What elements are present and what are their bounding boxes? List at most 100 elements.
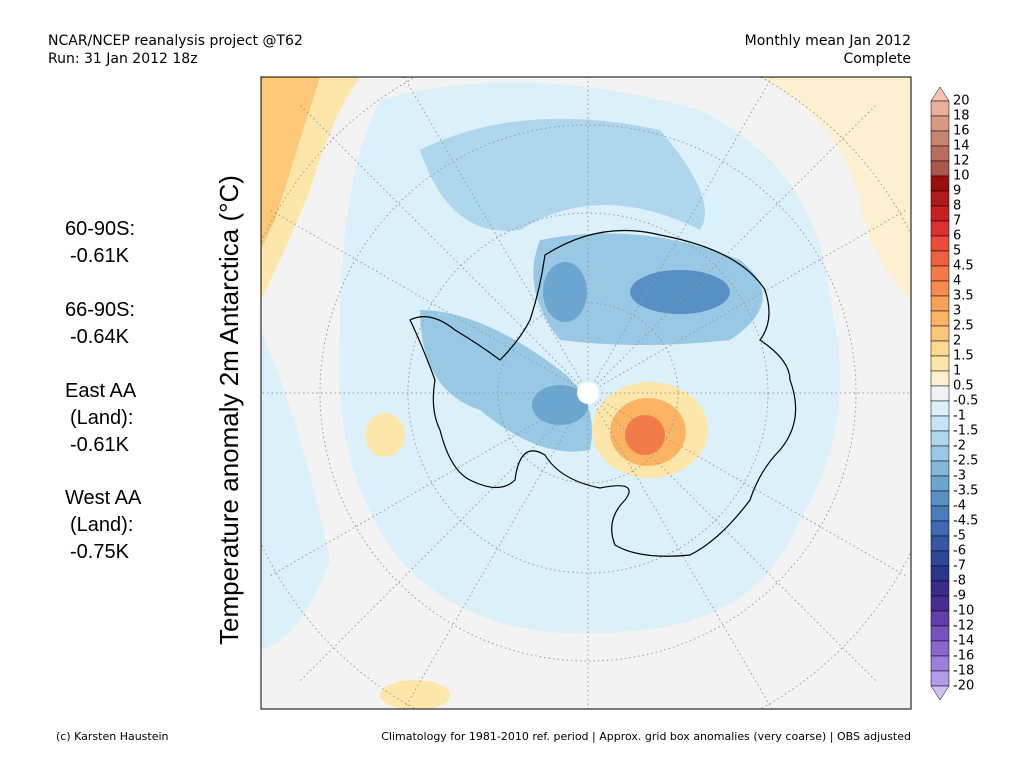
colorbar-label: -18 <box>953 664 974 679</box>
cool-region <box>338 82 840 634</box>
colorbar-cell <box>930 295 950 312</box>
cool-region <box>543 262 587 322</box>
map-frame <box>260 76 912 710</box>
colorbar: 201816141210987654.543.532.521.510.5-0.5… <box>930 86 978 701</box>
colorbar-cell <box>930 190 950 207</box>
header-left: NCAR/NCEP reanalysis project @T62 <box>48 33 303 49</box>
colorbar-label: 12 <box>953 154 970 169</box>
colorbar-end <box>930 685 950 701</box>
colorbar-cell <box>930 625 950 642</box>
colorbar-label: -10 <box>953 604 974 619</box>
colorbar-label: -0.5 <box>953 394 978 409</box>
colorbar-cell <box>930 310 950 327</box>
colorbar-label: -2 <box>953 439 966 454</box>
colorbar-cell <box>930 235 950 252</box>
colorbar-label: 7 <box>953 214 961 229</box>
colorbar-label: 1 <box>953 364 961 379</box>
colorbar-cell <box>930 280 950 297</box>
colorbar-label: 0.5 <box>953 379 974 394</box>
header-right: Complete <box>844 51 911 67</box>
colorbar-cell <box>930 445 950 462</box>
colorbar-cell <box>930 100 950 117</box>
warm-region <box>760 77 911 300</box>
colorbar-label: -2.5 <box>953 454 978 469</box>
colorbar-label: 5 <box>953 244 961 259</box>
colorbar-cell <box>930 160 950 177</box>
stat-text: 60-90S: <box>65 218 135 240</box>
colorbar-label: -1.5 <box>953 424 978 439</box>
colorbar-cell <box>930 655 950 672</box>
colorbar-cell <box>930 250 950 267</box>
colorbar-cell <box>930 580 950 597</box>
colorbar-cell <box>930 325 950 342</box>
stat-text: (Land): <box>70 514 133 536</box>
colorbar-label: -9 <box>953 589 966 604</box>
colorbar-cell <box>930 220 950 237</box>
colorbar-cell <box>930 385 950 402</box>
colorbar-label: -3.5 <box>953 484 978 499</box>
colorbar-cell <box>930 145 950 162</box>
colorbar-label: 14 <box>953 139 970 154</box>
colorbar-label: -14 <box>953 634 974 649</box>
warm-region <box>625 415 665 455</box>
map <box>260 76 912 710</box>
cool-region <box>532 385 588 425</box>
stat-text: -0.75K <box>70 541 130 563</box>
colorbar-label: 2.5 <box>953 319 974 334</box>
colorbar-label: 2 <box>953 334 961 349</box>
colorbar-cell <box>930 610 950 627</box>
colorbar-label: -8 <box>953 574 966 589</box>
coastline <box>409 229 797 557</box>
colorbar-label: -1 <box>953 409 966 424</box>
colorbar-cell <box>930 565 950 582</box>
stat-text: -0.61K <box>70 434 130 456</box>
colorbar-cell <box>930 670 950 687</box>
stats: 60-90S: -0.61K 66-90S: -0.64K East AA (Land):… <box>65 218 142 563</box>
graticule <box>261 77 911 709</box>
colorbar-cell <box>930 520 950 537</box>
colorbar-end <box>930 86 950 102</box>
stat-text: -0.64K <box>70 326 130 348</box>
colorbar-label: 4 <box>953 274 961 289</box>
colorbar-label: 18 <box>953 109 970 124</box>
colorbar-label: 3 <box>953 304 961 319</box>
warm-region <box>261 77 320 250</box>
header-left: Run: 31 Jan 2012 18z <box>48 51 198 67</box>
colorbar-label: 9 <box>953 184 961 199</box>
colorbar-label: -5 <box>953 529 966 544</box>
colorbar-cell <box>930 550 950 567</box>
colorbar-cell <box>930 505 950 522</box>
colorbar-label: 3.5 <box>953 289 974 304</box>
colorbar-cell <box>930 115 950 132</box>
cool-region <box>261 330 330 650</box>
colorbar-label: -16 <box>953 649 974 664</box>
stat-text: 66-90S: <box>65 299 135 321</box>
stat-text: (Land): <box>70 407 133 429</box>
colorbar-cell <box>930 490 950 507</box>
footer-left: (c) Karsten Haustein <box>56 730 169 743</box>
colorbar-cell <box>930 400 950 417</box>
colorbar-cell <box>930 640 950 657</box>
colorbar-cell <box>930 595 950 612</box>
colorbar-cell <box>930 340 950 357</box>
colorbar-label: -7 <box>953 559 966 574</box>
colorbar-cell <box>930 130 950 147</box>
colorbar-cell <box>930 175 950 192</box>
colorbar-cell <box>930 205 950 222</box>
colorbar-label: -6 <box>953 544 966 559</box>
colorbar-cell <box>930 415 950 432</box>
colorbar-label: -20 <box>953 679 974 694</box>
colorbar-label: -12 <box>953 619 974 634</box>
cool-region <box>630 270 730 314</box>
axis-label: Temperature anomaly 2m Antarctica (°C) <box>214 175 244 645</box>
cool-region <box>420 118 705 231</box>
colorbar-cell <box>930 535 950 552</box>
header-right: Monthly mean Jan 2012 <box>745 33 911 49</box>
warm-region <box>380 680 450 709</box>
colorbar-label: 8 <box>953 199 961 214</box>
stat-text: East AA <box>65 380 137 402</box>
colorbar-cell <box>930 265 950 282</box>
colorbar-label: 6 <box>953 229 961 244</box>
colorbar-label: 1.5 <box>953 349 974 364</box>
